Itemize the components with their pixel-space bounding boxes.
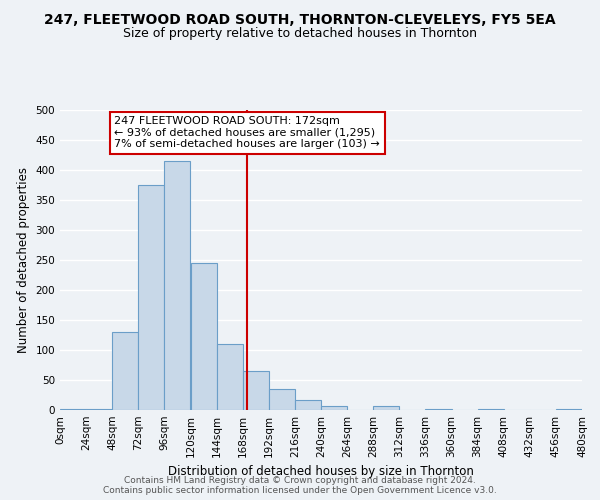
Bar (191, 263, 217, 410)
Text: Size of property relative to detached houses in Thornton: Size of property relative to detached ho… (123, 28, 477, 40)
Bar (425, 409, 452, 410)
X-axis label: Distribution of detached houses by size in Thornton: Distribution of detached houses by size … (168, 466, 474, 478)
Bar (478, 409, 504, 410)
Bar (556, 409, 582, 410)
Bar (139, 185, 164, 410)
Bar (112, 332, 138, 410)
Bar (269, 389, 295, 410)
Bar (295, 400, 321, 410)
Text: Contains HM Land Registry data © Crown copyright and database right 2024.
Contai: Contains HM Land Registry data © Crown c… (103, 476, 497, 495)
Y-axis label: Number of detached properties: Number of detached properties (17, 167, 30, 353)
Bar (321, 406, 347, 410)
Bar (373, 406, 400, 410)
Text: 247, FLEETWOOD ROAD SOUTH, THORNTON-CLEVELEYS, FY5 5EA: 247, FLEETWOOD ROAD SOUTH, THORNTON-CLEV… (44, 12, 556, 26)
Bar (242, 371, 269, 410)
Bar (60, 409, 86, 410)
Bar (86, 409, 112, 410)
Bar (217, 344, 242, 410)
Text: 247 FLEETWOOD ROAD SOUTH: 172sqm
← 93% of detached houses are smaller (1,295)
7%: 247 FLEETWOOD ROAD SOUTH: 172sqm ← 93% o… (115, 116, 380, 149)
Bar (164, 161, 190, 410)
